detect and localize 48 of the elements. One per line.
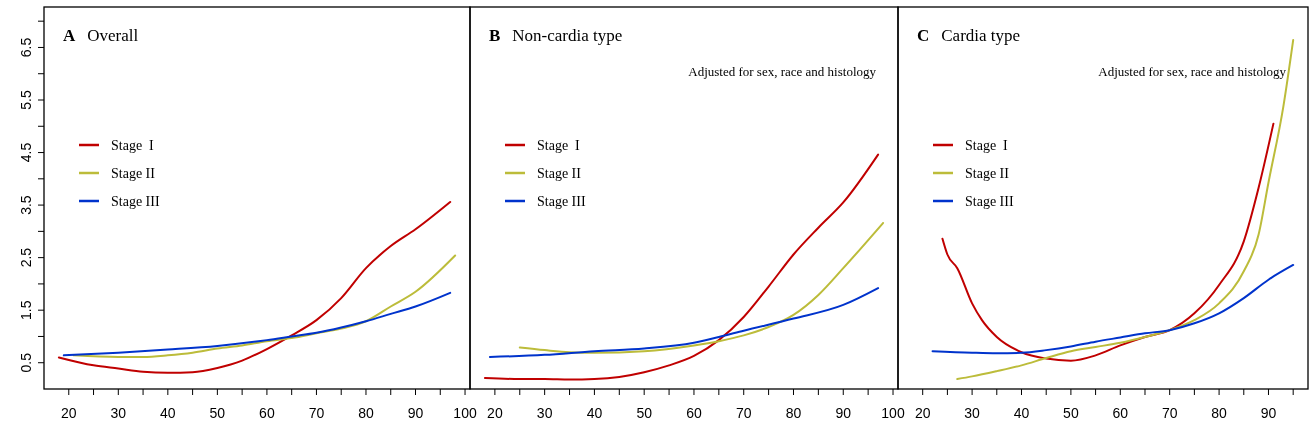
x-tick-label: 50 [636, 405, 653, 421]
y-tick-label: 1.5 [18, 300, 34, 320]
x-tick-label: 50 [1063, 405, 1079, 421]
y-tick-label: 4.5 [18, 142, 34, 163]
y-tick-label: 6.5 [18, 37, 34, 58]
text: B Non-cardia type [489, 26, 623, 45]
y-tick-label: 5.5 [18, 90, 34, 110]
x-tick-label: 50 [209, 405, 226, 421]
x-tick-label: 80 [1211, 405, 1228, 421]
x-tick-label: 20 [914, 405, 931, 421]
legend-label: Stage II [537, 166, 582, 181]
x-tick-label: 30 [110, 405, 127, 421]
legend-label: Stage III [965, 194, 1014, 209]
x-tick-label: 70 [735, 405, 752, 421]
x-tick-label: 60 [259, 405, 275, 421]
x-tick-label: 60 [686, 405, 702, 421]
text: A Overall [63, 26, 139, 45]
y-tick-label: 2.5 [18, 247, 34, 268]
x-tick-label: 70 [308, 405, 325, 421]
x-tick-label: 40 [586, 405, 603, 421]
x-tick-label: 20 [60, 405, 77, 421]
legend-label: Stage III [111, 194, 160, 209]
x-tick-label: 30 [964, 405, 981, 421]
x-tick-label: 60 [1112, 405, 1129, 421]
x-tick-label: 100 [881, 405, 905, 421]
x-tick-label: 70 [1161, 405, 1178, 421]
x-tick-label: 40 [160, 405, 176, 421]
x-tick-label: 20 [487, 405, 503, 421]
x-tick-label: 40 [1013, 405, 1030, 421]
y-tick-label: 0.5 [18, 352, 34, 373]
text: Adjusted for sex, race and histology [688, 64, 877, 79]
x-tick-label: 90 [1260, 405, 1277, 421]
legend-label: Stage I [111, 138, 155, 153]
y-tick-label: 3.5 [18, 195, 34, 215]
text: Adjusted for sex, race and histology [1098, 64, 1287, 79]
legend-label: Stage I [537, 138, 581, 153]
legend-label: Stage III [537, 194, 586, 209]
x-tick-label: 100 [453, 405, 477, 421]
x-tick-label: 80 [358, 405, 374, 421]
text: C Cardia type [917, 26, 1021, 45]
legend-label: Stage I [965, 138, 1009, 153]
line-series [62, 291, 452, 357]
legend-label: Stage II [111, 166, 156, 181]
x-tick-label: 90 [835, 405, 852, 421]
x-tick-label: 30 [536, 405, 553, 421]
x-tick-label: 90 [407, 405, 424, 421]
legend-label: Stage II [965, 166, 1010, 181]
x-tick-label: 80 [785, 405, 802, 421]
